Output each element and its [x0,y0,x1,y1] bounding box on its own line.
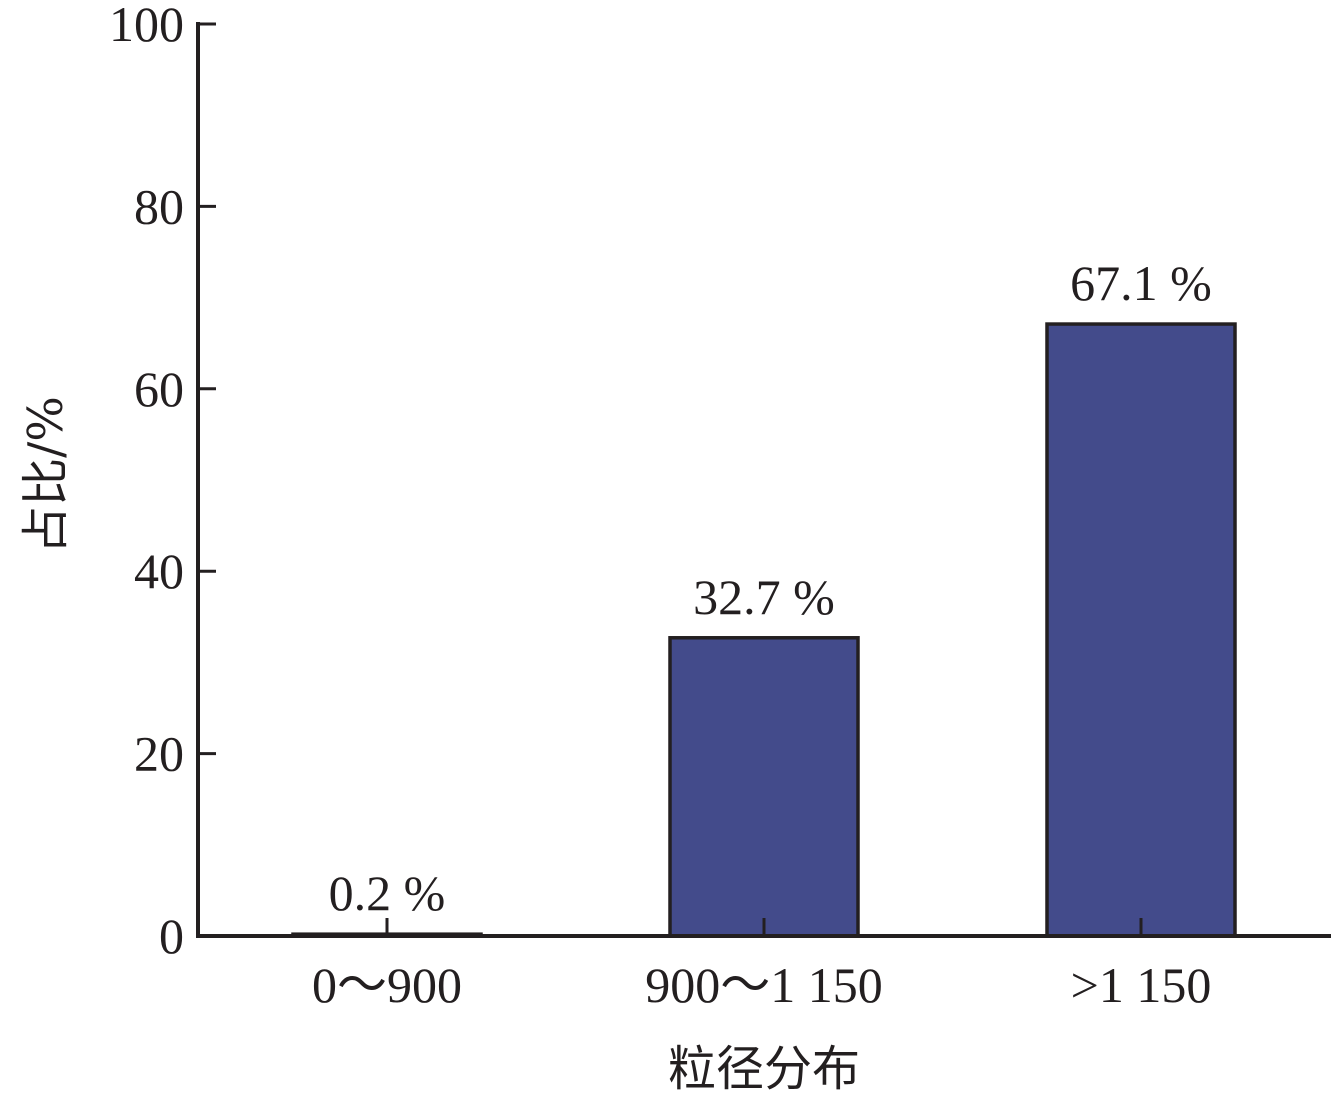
bar [668,636,860,938]
data-labels: 0.2 % 32.7 % 67.1 % [329,255,1212,921]
bar-data-label: 67.1 % [1070,255,1212,311]
y-tick-label: 0 [159,908,184,964]
y-axis-title: 占比/% [18,396,74,554]
y-axis-ticks: 0 20 40 60 80 100 [109,0,216,964]
y-tick-label: 80 [134,178,184,234]
bars [291,322,1237,938]
bar-data-label: 0.2 % [329,865,446,921]
bar-data-label: 32.7 % [693,569,835,625]
y-tick-label: 20 [134,726,184,782]
y-tick-label: 40 [134,543,184,599]
y-tick-label: 100 [109,0,184,52]
bar [1045,322,1237,938]
x-axis-title: 粒径分布 [668,1041,860,1096]
x-axis-ticks: 0～900 900～1 150 >1 150 [312,918,1211,1013]
x-tick-label: >1 150 [1071,957,1212,1013]
y-tick-label: 60 [134,361,184,417]
x-tick-label: 0～900 [312,957,462,1013]
x-tick-label: 900～1 150 [645,957,883,1013]
